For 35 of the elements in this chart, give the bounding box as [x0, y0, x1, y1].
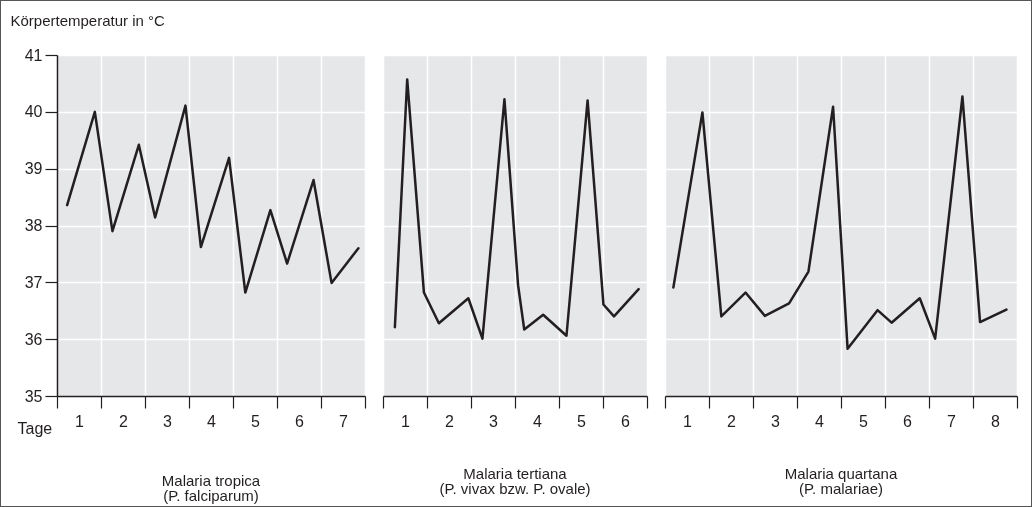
line-series	[65, 104, 360, 294]
x-tick-label: 1	[683, 412, 693, 430]
y-axis-title: Körpertemperatur in °C	[10, 11, 166, 29]
y-tick-label: 40	[24, 103, 43, 121]
y-tick-label: 37	[24, 273, 43, 291]
x-axis-title: Tage	[17, 419, 53, 437]
x-tick-label: 4	[533, 412, 543, 430]
x-tick-label: 5	[859, 412, 869, 430]
y-tick-label: 39	[24, 160, 43, 178]
x-tick-label: 4	[207, 412, 217, 430]
x-tick-label: 4	[815, 412, 825, 430]
x-tick-label: 3	[163, 412, 173, 430]
x-tick-label: 2	[119, 412, 129, 430]
x-tick-label: 6	[621, 412, 631, 430]
y-tick-label: 41	[24, 46, 43, 64]
x-tick-label: 6	[903, 412, 913, 430]
x-tick-label: 7	[947, 412, 957, 430]
text: Malaria tropica	[161, 472, 261, 489]
text: (P. vivax bzw. P. ovale)	[439, 480, 591, 497]
text: Malaria quartana	[784, 465, 898, 482]
x-tick-label: 1	[401, 412, 411, 430]
x-tick-label: 3	[489, 412, 499, 430]
x-tick-label: 7	[339, 412, 349, 430]
x-tick-label: 8	[991, 412, 1001, 430]
x-tick-label: 3	[771, 412, 781, 430]
x-tick-label: 1	[75, 412, 85, 430]
x-tick-label: 5	[251, 412, 261, 430]
y-tick-label: 38	[24, 217, 43, 234]
y-tick-label: 35	[24, 387, 43, 405]
x-tick-label: 5	[577, 412, 587, 430]
x-tick-label: 2	[727, 412, 737, 430]
y-tick-label: 36	[24, 330, 43, 348]
x-tick-label: 6	[295, 412, 305, 430]
text: Malaria tertiana	[463, 465, 568, 482]
x-tick-label: 2	[445, 412, 455, 430]
